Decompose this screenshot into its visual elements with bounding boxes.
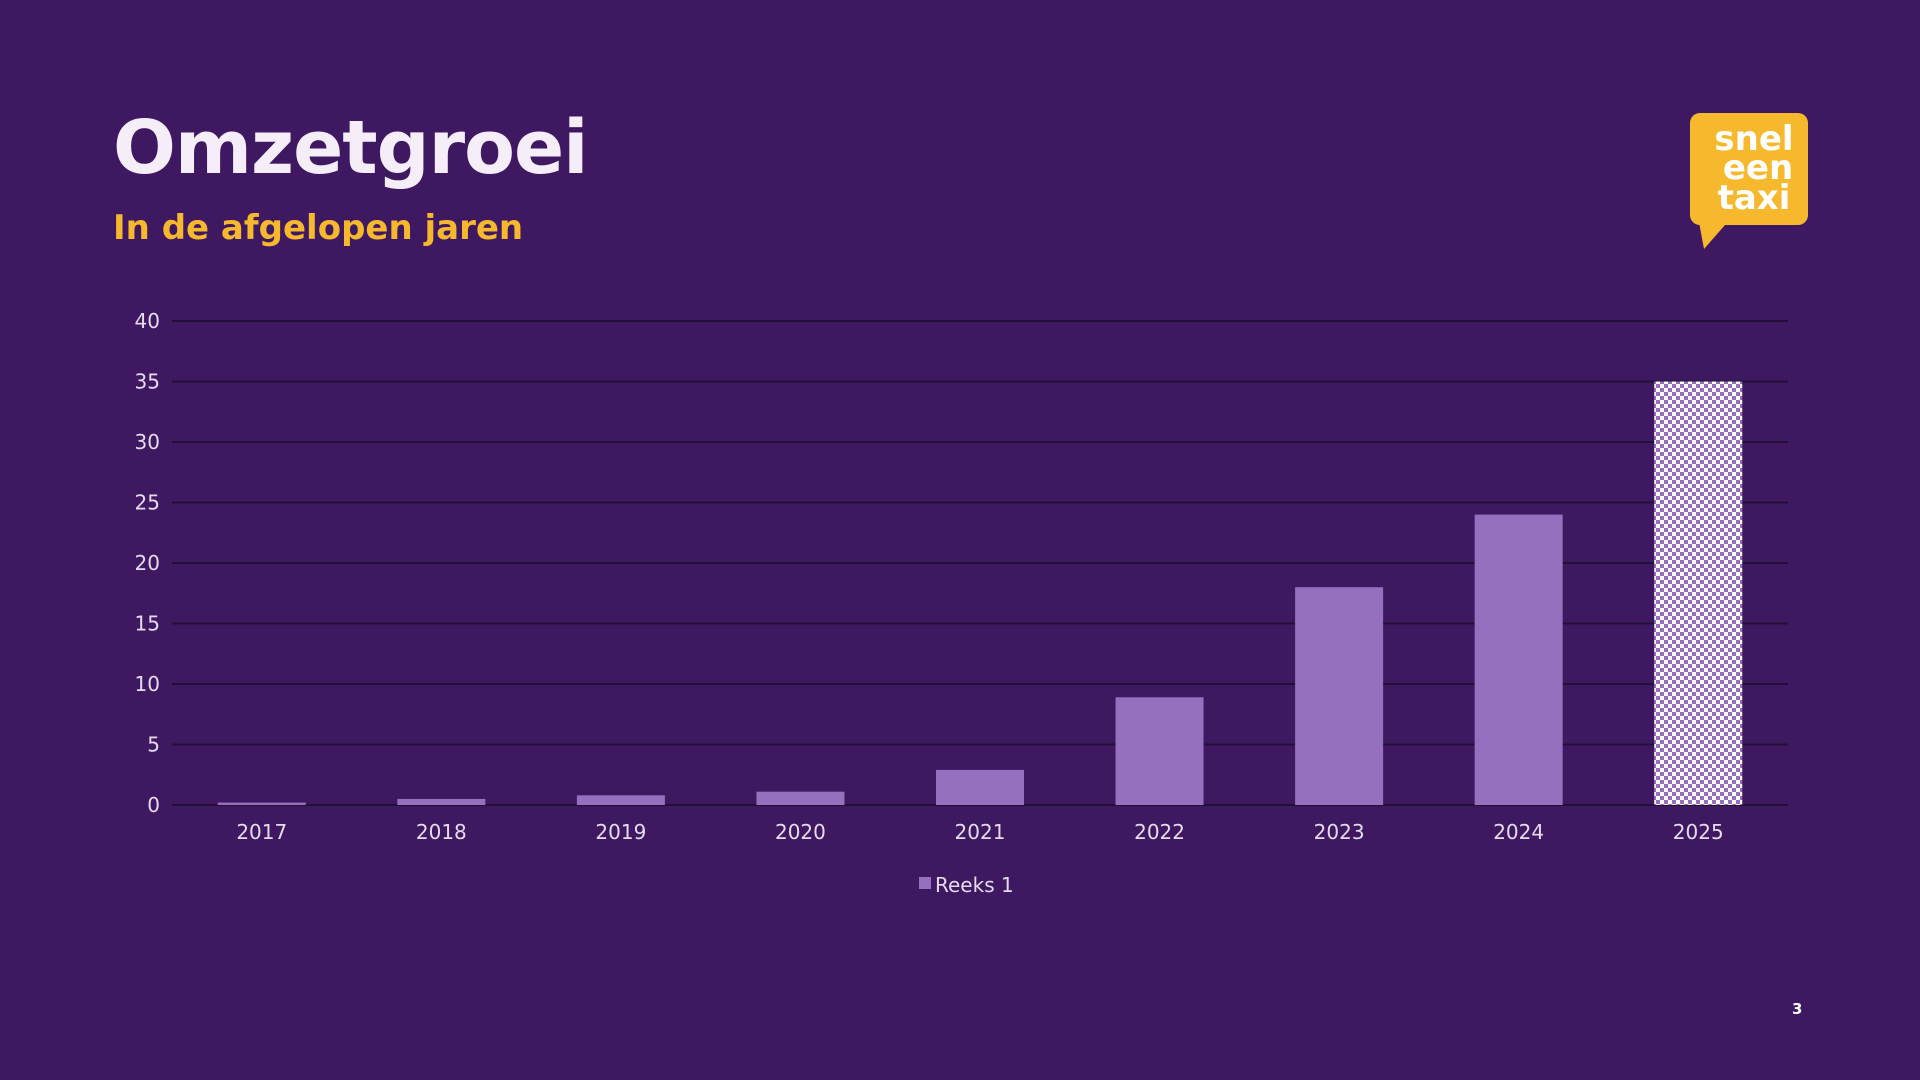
x-tick-label: 2022 xyxy=(1134,820,1185,844)
page-number: 3 xyxy=(1792,1000,1803,1018)
y-tick-label: 35 xyxy=(135,370,160,394)
x-tick-label: 2024 xyxy=(1493,820,1544,844)
logo-line-3: taxi xyxy=(1718,178,1791,218)
y-tick-label: 25 xyxy=(135,491,160,515)
bar-2021 xyxy=(936,769,1024,805)
x-tick-label: 2025 xyxy=(1673,820,1724,844)
bar-2023 xyxy=(1295,587,1384,805)
y-tick-label: 30 xyxy=(135,430,160,454)
y-tick-label: 10 xyxy=(135,672,160,696)
sneleentaxi-logo: snel een taxi xyxy=(1690,113,1808,249)
bar-2019 xyxy=(576,795,665,805)
bar-2017 xyxy=(217,802,306,805)
bar-2018 xyxy=(397,798,486,805)
slide-subtitle: In de afgelopen jaren xyxy=(113,208,524,248)
y-tick-label: 0 xyxy=(147,793,160,817)
legend-label: Reeks 1 xyxy=(935,873,1014,897)
slide-title: Omzetgroei xyxy=(113,105,589,191)
bars xyxy=(217,381,1743,805)
y-tick-label: 15 xyxy=(135,612,160,636)
bar-2024 xyxy=(1474,514,1563,805)
x-axis-ticks: 2017 2018 2019 2020 2021 2022 2023 2024 2025 xyxy=(236,820,1723,844)
bar-2022 xyxy=(1115,697,1204,805)
bar-2025 xyxy=(1654,381,1743,805)
y-tick-label: 40 xyxy=(135,309,160,333)
logo-line-1: snel xyxy=(1714,119,1793,159)
x-tick-label: 2020 xyxy=(775,820,826,844)
x-tick-label: 2017 xyxy=(236,820,287,844)
bar-2020 xyxy=(756,791,845,805)
y-axis-ticks: 0 5 10 15 20 25 30 35 40 xyxy=(135,309,160,817)
legend: Reeks 1 xyxy=(919,873,1014,897)
y-tick-label: 20 xyxy=(135,551,160,575)
y-tick-label: 5 xyxy=(147,733,160,757)
x-tick-label: 2019 xyxy=(595,820,646,844)
x-tick-label: 2018 xyxy=(416,820,467,844)
legend-swatch xyxy=(919,877,931,889)
logo-line-2: een xyxy=(1723,148,1793,188)
logo-badge xyxy=(1690,113,1808,225)
x-tick-label: 2021 xyxy=(955,820,1006,844)
x-tick-label: 2023 xyxy=(1314,820,1365,844)
logo-speech-tail xyxy=(1698,217,1732,249)
